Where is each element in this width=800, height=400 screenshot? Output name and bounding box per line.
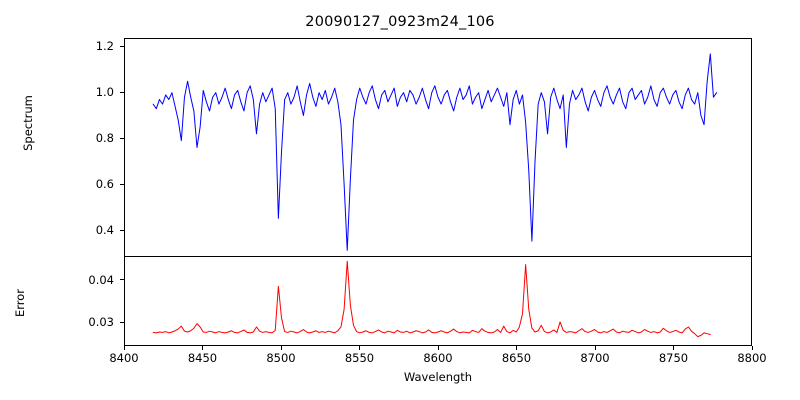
y-tick-label-error: 0.03 (88, 315, 114, 330)
x-tick-mark (359, 346, 361, 350)
error-line-series (125, 257, 751, 345)
x-tick-mark (673, 346, 675, 350)
y-tick-label-spectrum: 1.2 (95, 39, 114, 54)
x-axis-label: Wavelength (403, 370, 473, 384)
y-tick-mark-spectrum (120, 137, 124, 139)
x-tick-label: 8800 (737, 351, 767, 365)
error-plot-area (124, 256, 752, 346)
x-tick-mark (594, 346, 596, 350)
y-tick-label-spectrum: 0.8 (95, 131, 114, 146)
y-tick-mark-spectrum (120, 183, 124, 185)
y-axis-label-error: Error (13, 288, 27, 318)
x-tick-mark (437, 346, 439, 350)
x-tick-label: 8450 (187, 351, 218, 365)
y-tick-mark-error (120, 321, 124, 324)
y-tick-mark-spectrum (120, 91, 124, 93)
x-tick-label: 8600 (423, 351, 453, 365)
x-tick-label: 8650 (501, 351, 532, 365)
y-axis-label-spectrum: Spectrum (21, 95, 35, 151)
y-tick-label-spectrum: 1.0 (95, 85, 114, 100)
y-tick-label-spectrum: 0.6 (95, 177, 114, 192)
x-tick-label: 8750 (658, 351, 689, 365)
x-tick-label: 8550 (344, 351, 375, 365)
y-tick-mark-error (120, 279, 124, 281)
spectrum-plot-area (124, 38, 752, 257)
x-tick-mark (202, 346, 204, 350)
spectrum-line-series (125, 39, 751, 256)
x-tick-label: 8700 (580, 351, 610, 365)
page-title: 20090127_0923m24_106 (305, 14, 495, 30)
y-tick-label-error: 0.04 (88, 272, 114, 287)
x-tick-mark (123, 346, 125, 350)
y-tick-mark-spectrum (120, 229, 124, 232)
y-tick-label-spectrum: 0.4 (95, 223, 114, 238)
x-tick-label: 8500 (266, 351, 296, 365)
x-tick-label: 8400 (109, 351, 139, 365)
x-tick-mark (280, 346, 282, 350)
y-tick-mark-spectrum (120, 45, 124, 47)
x-tick-mark (516, 346, 518, 350)
x-tick-mark (751, 346, 753, 350)
